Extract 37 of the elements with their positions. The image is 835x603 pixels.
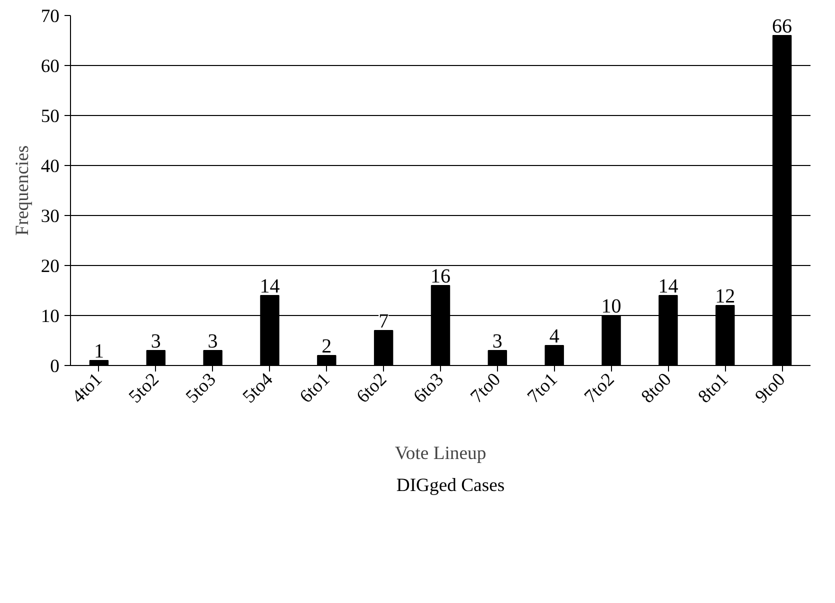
x-tick-label: 9to0 [751,369,790,408]
data-label: 3 [492,330,502,352]
x-tick-label: 5to4 [238,368,278,408]
x-tick-label: 7to1 [523,369,562,408]
data-label: 14 [260,276,280,298]
x-tick-label: 7to0 [466,369,505,408]
x-tick-label: 4to1 [68,369,106,408]
x-tick-label: 6to3 [410,369,448,408]
x-tick-label: 7to2 [580,369,619,408]
data-label: 3 [150,330,161,352]
data-label: 3 [208,330,218,352]
y-tick-label: 10 [40,306,60,327]
y-axis-title: Frequencies [12,145,33,236]
y-tick-label: 70 [40,6,60,27]
y-tick-label: 0 [50,356,60,377]
y-tick-label: 20 [40,256,60,277]
x-tick-label: 8to0 [637,369,676,408]
data-label: 4 [549,326,560,348]
x-tick-label: 6to1 [296,369,334,408]
data-label: 10 [601,296,622,318]
x-tick-label: 5to3 [182,369,220,408]
x-tick-label: 8to1 [694,369,733,408]
data-label: 2 [322,336,332,358]
data-label: 7 [378,310,389,332]
data-label: 12 [715,286,736,308]
data-label: 66 [772,16,792,38]
x-tick-label: 6to2 [352,369,391,408]
x-tick-label: 5to2 [125,369,164,408]
x-axis-title: Vote Lineup [394,442,486,464]
data-label: 14 [658,276,678,298]
data-label: 16 [430,266,450,288]
text: DIGged Cases [396,475,505,497]
y-tick-label: 60 [40,56,60,77]
y-tick-label: 30 [40,206,60,227]
y-tick-label: 50 [40,106,60,127]
y-tick-label: 40 [40,156,60,177]
data-label: 1 [94,340,104,362]
